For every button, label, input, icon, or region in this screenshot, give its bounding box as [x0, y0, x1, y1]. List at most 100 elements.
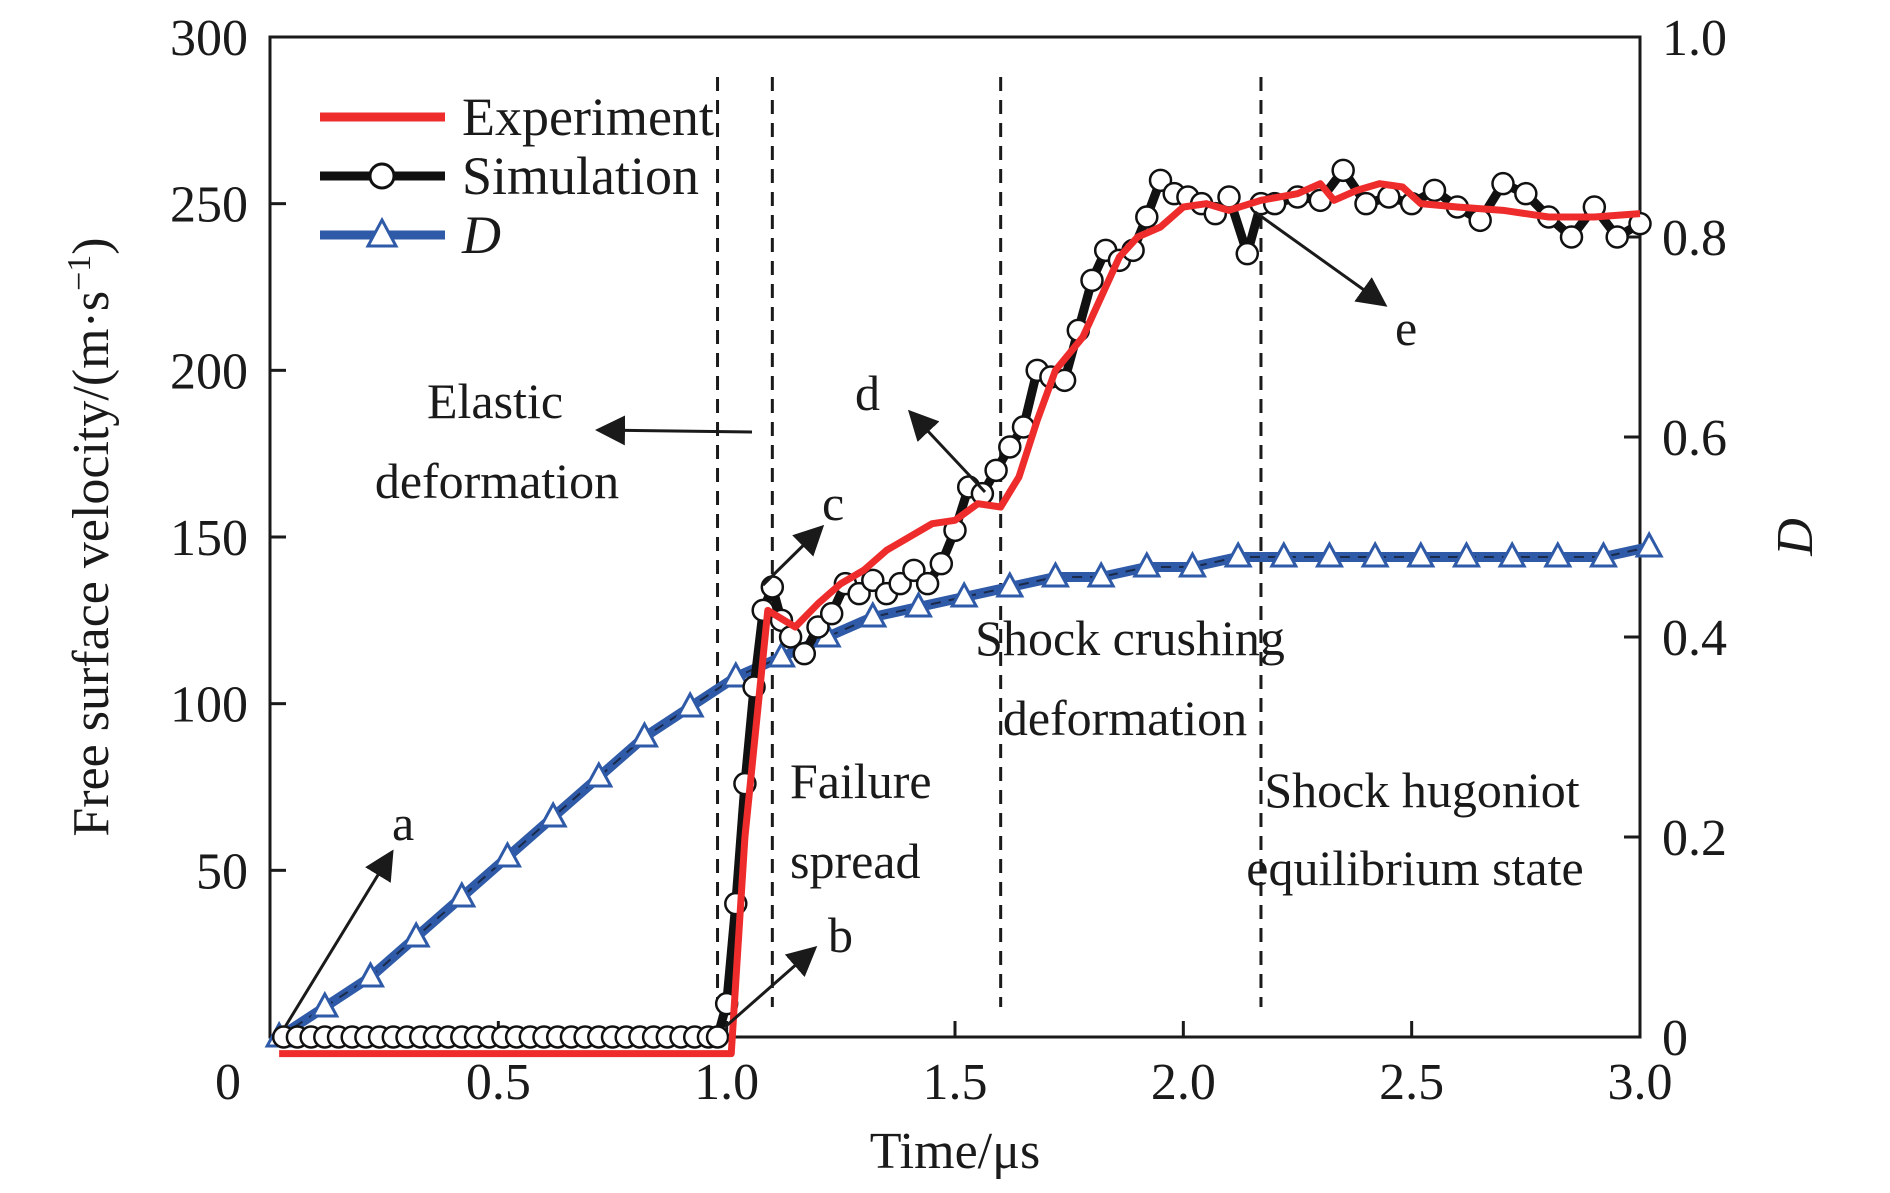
legend-d-label: D: [461, 205, 501, 265]
series-d-point: [721, 660, 751, 688]
series-simulation-point: [1559, 225, 1584, 249]
left-y-tick-label: 250: [170, 177, 248, 234]
series-simulation-point: [1377, 185, 1401, 209]
annotation-b: b: [828, 907, 853, 963]
series-simulation: [271, 158, 1652, 1049]
series-simulation-point: [1354, 191, 1378, 216]
series-d-point: [766, 640, 796, 668]
series-simulation-point: [915, 571, 940, 596]
right-y-tick-label: 1.0: [1662, 10, 1727, 67]
left-y-tick-label: 50: [196, 843, 248, 900]
left-y-tick-label: 200: [170, 343, 248, 400]
label-elastic-line2: deformation: [375, 453, 619, 509]
x-tick-label: 1.5: [923, 1054, 988, 1111]
series-simulation-point: [1514, 181, 1538, 206]
legend-simulation-label: Simulation: [462, 146, 699, 206]
label-failure-line2: spread: [790, 833, 921, 889]
series-simulation-point: [1217, 185, 1241, 209]
left-y-axis-title-main: Free surface velocity/(m·s: [63, 291, 120, 837]
x-tick-label: 0.5: [466, 1054, 531, 1111]
series-d-point: [1497, 540, 1527, 568]
label-shock-line2: deformation: [1003, 690, 1247, 746]
series-simulation-point: [1628, 211, 1652, 236]
left-y-axis-title: Free surface velocity/(m·s−1): [61, 237, 120, 836]
series-d-point: [584, 760, 614, 788]
right-y-tick-label: 0.6: [1662, 410, 1727, 467]
right-y-tick-label: 0.2: [1662, 810, 1727, 867]
series-simulation-point: [1468, 208, 1492, 233]
arrow-c: [761, 524, 825, 587]
series-d-point: [1634, 530, 1664, 558]
x-tick-label: 2.0: [1151, 1054, 1216, 1111]
series-d-point: [995, 570, 1025, 598]
series-simulation-point: [819, 601, 844, 626]
series-experiment-line: [279, 180, 1641, 1058]
series-d-point: [903, 590, 933, 618]
arrow-elastic: [595, 415, 753, 446]
series-simulation-point: [1491, 171, 1515, 196]
left-y-axis-title-sup: −1: [61, 255, 98, 291]
series-d-point: [1588, 540, 1618, 568]
right-y-tick-label: 0: [1662, 1010, 1688, 1067]
arrow-e: [1254, 210, 1388, 307]
x-tick-label: 2.5: [1379, 1054, 1444, 1111]
arrow-b: [724, 946, 818, 1029]
series-simulation-point: [984, 458, 1008, 483]
series-d-point: [447, 880, 477, 908]
right-y-tick-label: 0.4: [1662, 610, 1727, 667]
label-hugoniot-line2: equilibrium state: [1246, 840, 1583, 896]
series-simulation-point: [998, 435, 1022, 459]
series-d-point: [1040, 560, 1070, 588]
series-simulation-point: [1080, 268, 1104, 293]
right-y-tick-label: 0.8: [1662, 210, 1727, 267]
series-simulation-point: [1605, 225, 1629, 249]
x-axis-ticks: 0 0.5 1.0 1.5 2.0 2.5 3.0: [215, 1021, 1673, 1111]
series-d-point: [355, 960, 385, 988]
left-y-axis-ticks: 50 100 150 200 250 300: [170, 10, 286, 900]
series-d-point: [1177, 550, 1207, 578]
series-d-point: [1406, 540, 1436, 568]
label-failure-line1: Failure: [790, 753, 932, 809]
right-y-axis-title: D: [1767, 518, 1824, 557]
series-d-point: [310, 990, 340, 1018]
series-d-point: [1314, 540, 1344, 568]
series-simulation-point: [929, 551, 954, 576]
series-d: [264, 530, 1664, 1048]
label-hugoniot-line1: Shock hugoniot: [1264, 762, 1579, 818]
series-d-point: [949, 580, 979, 608]
series-simulation-point: [760, 575, 785, 599]
legend: Experiment Simulation D: [320, 87, 714, 265]
series-simulation-point: [1235, 241, 1260, 266]
series-d-point: [1451, 540, 1481, 568]
left-y-axis-title-close: ): [63, 237, 120, 254]
series-simulation-point: [1331, 158, 1355, 183]
series-simulation-point: [1422, 178, 1447, 203]
series-simulation-point: [792, 641, 817, 666]
series-simulation-point: [1135, 205, 1159, 229]
label-shock-line1: Shock crushing: [975, 610, 1285, 666]
left-y-tick-label: 150: [170, 510, 248, 567]
x-tick-label: 3.0: [1608, 1054, 1673, 1111]
series-d-point: [1543, 540, 1573, 568]
x-axis-title: Time/μs: [870, 1123, 1040, 1180]
series-d-point: [629, 720, 659, 748]
annotation-arrows: [283, 210, 1388, 1029]
series-d-point: [675, 690, 705, 718]
series-simulation-point: [705, 1025, 730, 1049]
phase-separators: [716, 77, 1263, 1007]
series-d-point: [1086, 560, 1116, 588]
label-elastic-line1: Elastic: [427, 373, 563, 429]
x-tick-label: 0: [215, 1054, 241, 1111]
series-d-point: [401, 920, 431, 948]
annotation-c: c: [822, 475, 844, 531]
series-d-point: [1269, 540, 1299, 568]
arrow-a: [283, 849, 394, 1028]
arrow-d: [907, 409, 987, 494]
series-d-point: [1360, 540, 1390, 568]
annotation-e: e: [1395, 300, 1417, 356]
left-y-tick-label: 300: [170, 10, 248, 67]
right-y-axis-ticks: 0 0.2 0.4 0.6 0.8 1.0: [1624, 10, 1727, 1067]
legend-d-marker: [365, 216, 399, 248]
series-d-point: [538, 800, 568, 828]
